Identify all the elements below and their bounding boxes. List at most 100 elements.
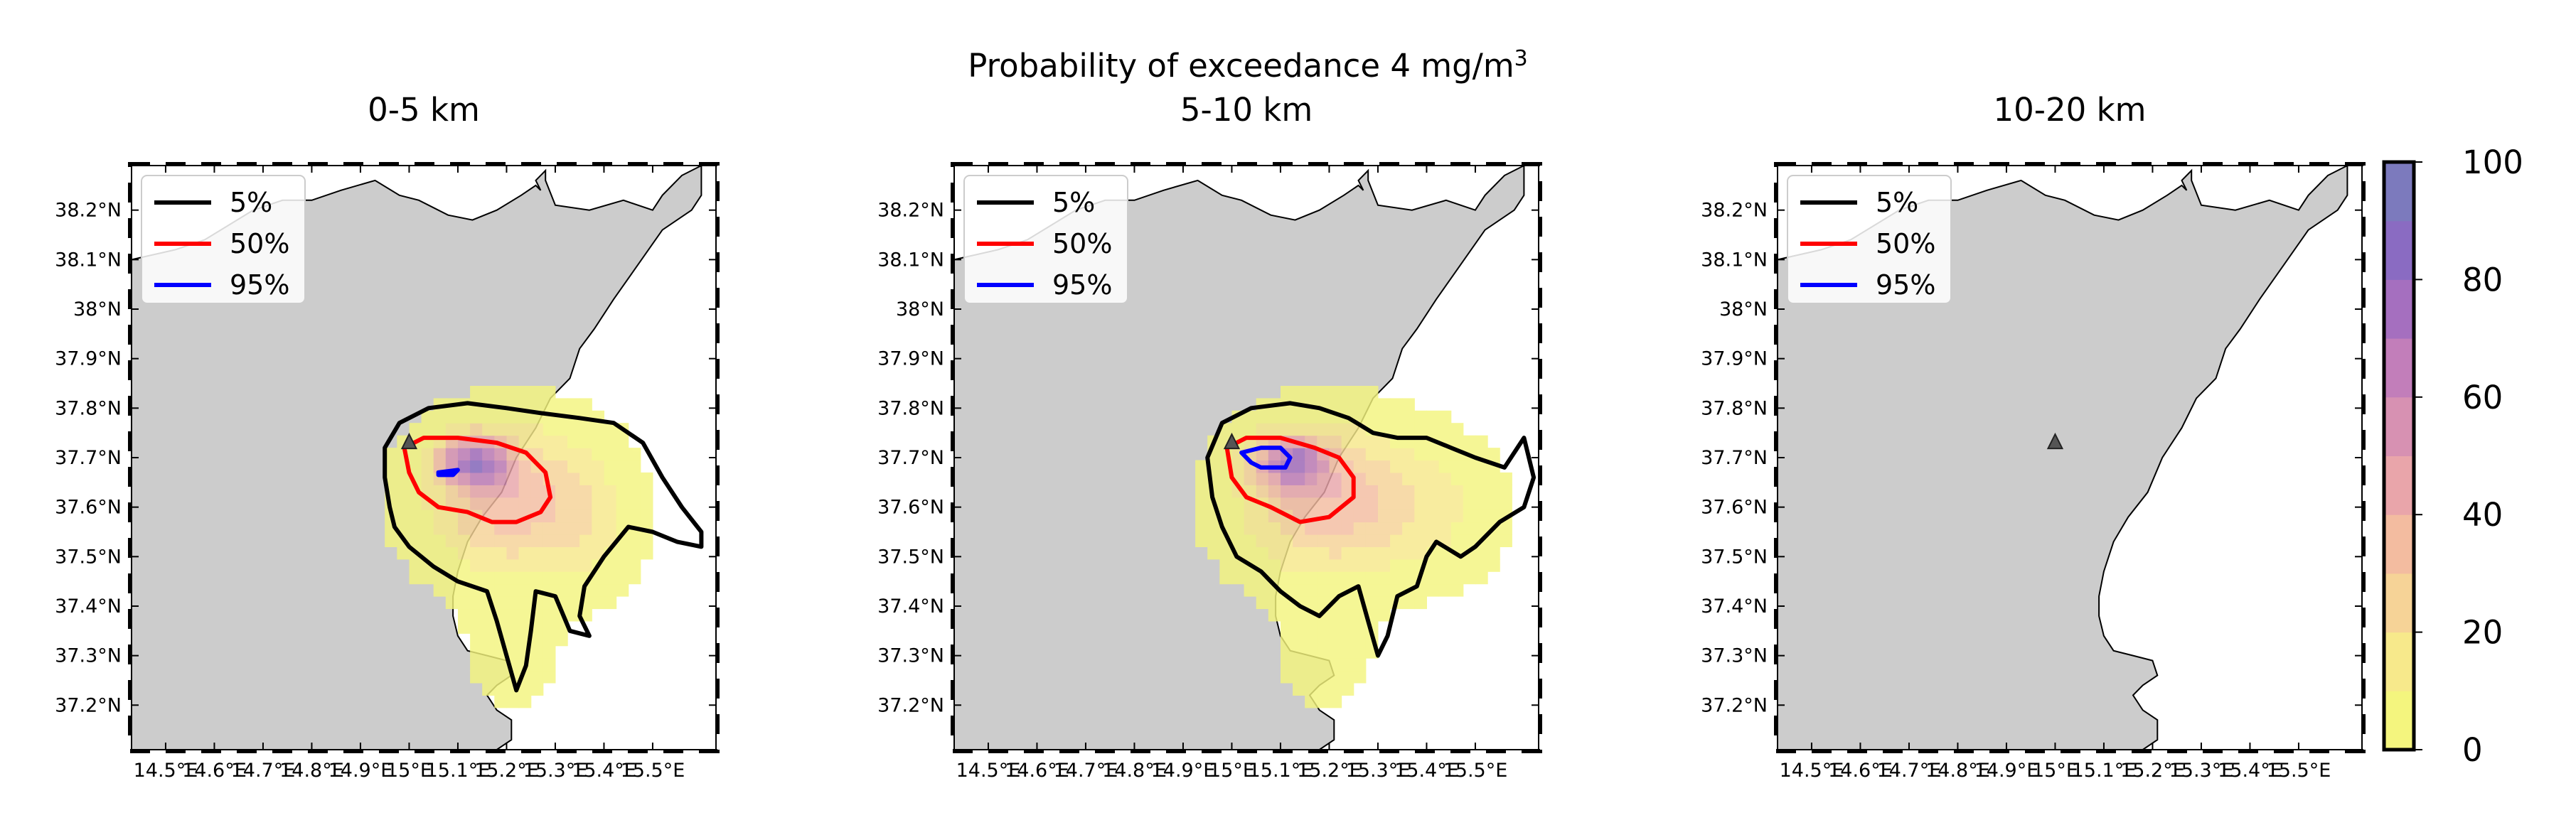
grid-cell <box>506 596 520 610</box>
grid-cell <box>1463 472 1476 485</box>
grid-cell <box>628 472 641 485</box>
grid-cell <box>1365 497 1379 510</box>
grid-cell <box>409 522 422 535</box>
legend-label: 5% <box>1876 187 1918 218</box>
grid-cell <box>1268 559 1281 572</box>
colorbar-segment <box>2384 514 2414 574</box>
grid-cell <box>1450 460 1464 473</box>
grid-cell <box>1414 410 1427 424</box>
grid-cell <box>1317 633 1330 647</box>
grid-cell <box>1329 460 1342 473</box>
grid-cell <box>1365 398 1379 411</box>
grid-cell <box>1329 386 1342 399</box>
colorbar-tick-label: 0 <box>2462 731 2483 769</box>
grid-cell <box>1244 410 1257 424</box>
grid-cell <box>1402 423 1415 436</box>
grid-cell <box>397 485 410 498</box>
grid-cell <box>1317 410 1330 424</box>
grid-cell <box>567 423 580 436</box>
grid-cell <box>1353 658 1367 672</box>
grid-cell <box>1475 546 1488 560</box>
grid-cell <box>1378 460 1391 473</box>
grid-cell <box>1293 633 1305 647</box>
grid-cell <box>1305 633 1318 647</box>
grid-cell <box>567 546 580 560</box>
grid-cell <box>1378 410 1391 424</box>
grid-cell <box>530 546 544 560</box>
grid-cell <box>1426 460 1440 473</box>
grid-cell <box>592 460 604 473</box>
grid-cell <box>1244 571 1257 585</box>
grid-cell <box>1317 460 1330 473</box>
grid-cell <box>592 485 604 498</box>
y-tick-label: 37.6°N <box>877 497 944 519</box>
panel-title: 10-20 km <box>1994 91 2147 129</box>
grid-cell <box>518 435 532 448</box>
grid-cell <box>1426 497 1440 510</box>
grid-cell <box>1378 571 1391 585</box>
grid-cell <box>1293 620 1305 634</box>
grid-cell <box>1329 546 1342 560</box>
grid-cell <box>1293 472 1305 485</box>
grid-cell <box>1450 497 1464 510</box>
volcano-vent-marker <box>2046 432 2064 450</box>
grid-cell <box>1353 497 1367 510</box>
grid-cell <box>579 485 592 498</box>
grid-cell <box>482 485 495 498</box>
grid-cell <box>397 497 410 510</box>
grid-cell <box>1414 546 1427 560</box>
map-panel: 0-5 km 38.2°N 38.1°N 38°N 37.9°N 37.8°N 37.7°N… <box>55 91 720 782</box>
grid-cell <box>1293 460 1305 473</box>
grid-cell <box>1305 683 1318 696</box>
grid-cell <box>445 559 459 572</box>
grid-cell <box>458 559 471 572</box>
y-tick-label: 38°N <box>896 298 944 320</box>
x-tick-label: 14.8°E <box>1925 760 1990 782</box>
x-tick-label: 14.5°E <box>134 760 198 782</box>
grid-cell <box>1487 534 1500 547</box>
x-tick-label: 15.4°E <box>1394 760 1459 782</box>
grid-cell <box>1450 583 1464 597</box>
grid-cell <box>1353 645 1367 659</box>
grid-cell <box>518 546 532 560</box>
grid-cell <box>543 522 556 535</box>
grid-cell <box>506 695 520 708</box>
y-tick-label: 37.8°N <box>55 397 122 419</box>
grid-cell <box>433 546 447 560</box>
grid-cell <box>494 448 507 461</box>
grid-cell <box>543 546 556 560</box>
grid-cell <box>1256 509 1269 523</box>
x-tick-label: 15°E <box>2032 760 2078 782</box>
x-tick-label: 14.8°E <box>279 760 344 782</box>
grid-cell <box>433 583 447 597</box>
legend-label: 50% <box>1876 228 1935 259</box>
grid-cell <box>1329 472 1342 485</box>
grid-cell <box>1281 559 1293 572</box>
grid-cell <box>640 546 653 560</box>
grid-cell <box>530 571 544 585</box>
grid-cell <box>1305 448 1318 461</box>
grid-cell <box>518 620 532 634</box>
grid-cell <box>1293 497 1305 510</box>
grid-cell <box>543 423 556 436</box>
grid-cell <box>543 448 556 461</box>
grid-cell <box>555 633 568 647</box>
grid-cell <box>604 460 617 473</box>
y-tick-label: 38.2°N <box>877 200 944 222</box>
grid-cell <box>421 410 434 424</box>
grid-cell <box>1390 571 1403 585</box>
grid-cell <box>470 596 483 610</box>
x-tick-label: 14.8°E <box>1102 760 1167 782</box>
grid-cell <box>1402 485 1415 498</box>
colorbar-segment <box>2384 338 2414 398</box>
grid-cell <box>1365 571 1379 585</box>
probability-grid <box>1195 386 1512 708</box>
legend: 5% 50% 95% <box>1787 175 1952 304</box>
grid-cell <box>555 423 568 436</box>
legend-box <box>963 175 1128 304</box>
grid-cell <box>445 485 459 498</box>
grid-cell <box>1281 546 1293 560</box>
grid-cell <box>1341 559 1354 572</box>
grid-cell <box>458 608 471 622</box>
grid-cell <box>1390 485 1403 498</box>
